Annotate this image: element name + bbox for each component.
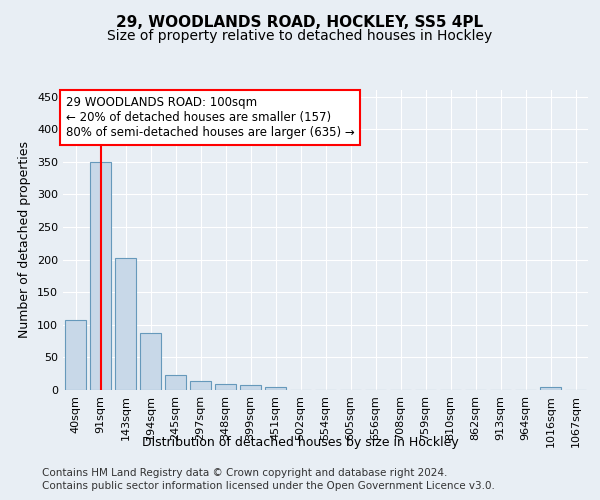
- Y-axis label: Number of detached properties: Number of detached properties: [19, 142, 31, 338]
- Bar: [165, 375, 186, 390]
- Text: Size of property relative to detached houses in Hockley: Size of property relative to detached ho…: [107, 29, 493, 43]
- Text: 29, WOODLANDS ROAD, HOCKLEY, SS5 4PL: 29, WOODLANDS ROAD, HOCKLEY, SS5 4PL: [116, 15, 484, 30]
- Bar: [115, 258, 136, 390]
- Text: 29 WOODLANDS ROAD: 100sqm
← 20% of detached houses are smaller (157)
80% of semi: 29 WOODLANDS ROAD: 100sqm ← 20% of detac…: [65, 96, 355, 139]
- Text: Contains public sector information licensed under the Open Government Licence v3: Contains public sector information licen…: [42, 481, 495, 491]
- Bar: [65, 320, 86, 390]
- Bar: [140, 332, 161, 390]
- Bar: [540, 388, 561, 390]
- Bar: [240, 385, 261, 390]
- Bar: [215, 384, 236, 390]
- Bar: [190, 381, 211, 390]
- Text: Contains HM Land Registry data © Crown copyright and database right 2024.: Contains HM Land Registry data © Crown c…: [42, 468, 448, 477]
- Bar: [90, 162, 111, 390]
- Text: Distribution of detached houses by size in Hockley: Distribution of detached houses by size …: [142, 436, 458, 449]
- Bar: [265, 386, 286, 390]
